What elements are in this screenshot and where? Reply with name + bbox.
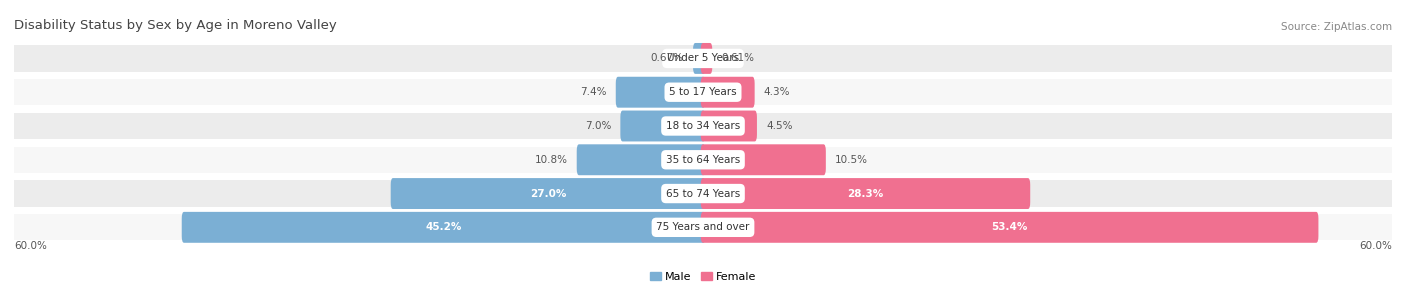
FancyBboxPatch shape: [620, 111, 706, 141]
Text: 0.61%: 0.61%: [721, 54, 755, 64]
Text: 45.2%: 45.2%: [425, 222, 461, 232]
FancyBboxPatch shape: [700, 144, 825, 175]
Bar: [14, 180, 1392, 207]
Legend: Male, Female: Male, Female: [650, 272, 756, 282]
Text: 28.3%: 28.3%: [848, 188, 883, 199]
FancyBboxPatch shape: [700, 77, 755, 108]
FancyBboxPatch shape: [700, 43, 713, 74]
Text: 10.8%: 10.8%: [534, 155, 568, 165]
Text: 53.4%: 53.4%: [991, 222, 1028, 232]
Text: 75 Years and over: 75 Years and over: [657, 222, 749, 232]
Text: 65 to 74 Years: 65 to 74 Years: [666, 188, 740, 199]
Bar: [14, 147, 1392, 173]
FancyBboxPatch shape: [576, 144, 706, 175]
Text: 35 to 64 Years: 35 to 64 Years: [666, 155, 740, 165]
Bar: [14, 214, 1392, 240]
Text: Under 5 Years: Under 5 Years: [666, 54, 740, 64]
FancyBboxPatch shape: [181, 212, 706, 243]
Text: 7.0%: 7.0%: [585, 121, 612, 131]
Text: 18 to 34 Years: 18 to 34 Years: [666, 121, 740, 131]
FancyBboxPatch shape: [693, 43, 706, 74]
Text: 27.0%: 27.0%: [530, 188, 567, 199]
Bar: [14, 45, 1392, 72]
Text: 5 to 17 Years: 5 to 17 Years: [669, 87, 737, 97]
Text: 4.3%: 4.3%: [763, 87, 790, 97]
Text: 4.5%: 4.5%: [766, 121, 793, 131]
FancyBboxPatch shape: [700, 178, 1031, 209]
Text: 7.4%: 7.4%: [581, 87, 606, 97]
Text: 60.0%: 60.0%: [14, 241, 46, 251]
FancyBboxPatch shape: [700, 111, 756, 141]
Bar: [14, 113, 1392, 139]
Text: Disability Status by Sex by Age in Moreno Valley: Disability Status by Sex by Age in Moren…: [14, 19, 337, 32]
FancyBboxPatch shape: [700, 212, 1319, 243]
Text: 10.5%: 10.5%: [835, 155, 868, 165]
Bar: [14, 79, 1392, 105]
Text: 60.0%: 60.0%: [1360, 241, 1392, 251]
FancyBboxPatch shape: [616, 77, 706, 108]
Text: Source: ZipAtlas.com: Source: ZipAtlas.com: [1281, 22, 1392, 32]
FancyBboxPatch shape: [391, 178, 706, 209]
Text: 0.67%: 0.67%: [651, 54, 683, 64]
